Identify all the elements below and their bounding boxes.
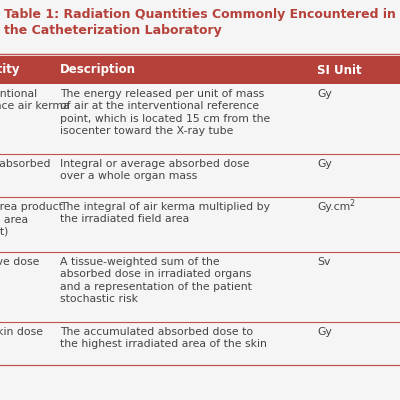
Text: 2: 2 bbox=[349, 199, 354, 208]
Text: A tissue-weighted sum of the
absorbed dose in irradiated organs
and a representa: A tissue-weighted sum of the absorbed do… bbox=[60, 257, 252, 304]
Text: SI Unit: SI Unit bbox=[317, 64, 362, 76]
Text: Effective dose: Effective dose bbox=[0, 257, 39, 267]
Text: The accumulated absorbed dose to
the highest irradiated area of the skin: The accumulated absorbed dose to the hig… bbox=[60, 327, 266, 350]
Text: Gy: Gy bbox=[317, 327, 332, 337]
Text: Gy: Gy bbox=[317, 89, 332, 99]
Text: Description: Description bbox=[60, 64, 136, 76]
Text: Gy: Gy bbox=[317, 159, 332, 169]
Text: Table 1: Radiation Quantities Commonly Encountered in
the Catheterization Labora: Table 1: Radiation Quantities Commonly E… bbox=[4, 8, 396, 37]
Text: The integral of air kerma multiplied by
the irradiated field area: The integral of air kerma multiplied by … bbox=[60, 202, 270, 224]
Text: Dose area product
(kerma area
product): Dose area product (kerma area product) bbox=[0, 202, 63, 237]
Text: Integral or average absorbed dose
over a whole organ mass: Integral or average absorbed dose over a… bbox=[60, 159, 249, 182]
Bar bbox=[0, 56, 400, 84]
Text: Peak skin dose: Peak skin dose bbox=[0, 327, 43, 337]
Text: Sv: Sv bbox=[317, 257, 330, 267]
Text: Quantity: Quantity bbox=[0, 64, 20, 76]
Text: Interventional
reference air kerma: Interventional reference air kerma bbox=[0, 89, 70, 111]
Text: Gy.cm: Gy.cm bbox=[317, 202, 350, 212]
Text: The energy released per unit of mass
of air at the interventional reference
poin: The energy released per unit of mass of … bbox=[60, 89, 270, 136]
Text: Organ-absorbed
dose: Organ-absorbed dose bbox=[0, 159, 50, 182]
